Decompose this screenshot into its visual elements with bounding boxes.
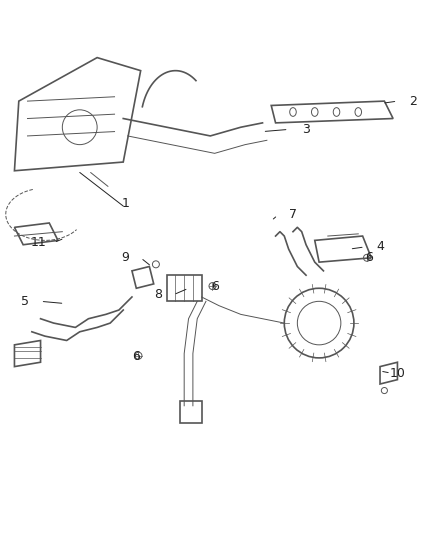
Text: 5: 5 [21,295,29,308]
Text: 2: 2 [409,95,417,108]
Text: 8: 8 [154,288,162,301]
Text: 6: 6 [211,280,219,293]
Text: 4: 4 [376,240,384,253]
Text: 10: 10 [389,367,406,379]
Text: 1: 1 [121,197,129,210]
Text: 6: 6 [132,350,140,363]
Bar [167,275,201,301]
Text: 6: 6 [365,251,373,264]
Text: 7: 7 [289,208,297,221]
Bar [180,401,201,423]
Text: 9: 9 [121,251,129,264]
Text: 3: 3 [302,123,310,136]
Text: 11: 11 [31,236,46,249]
